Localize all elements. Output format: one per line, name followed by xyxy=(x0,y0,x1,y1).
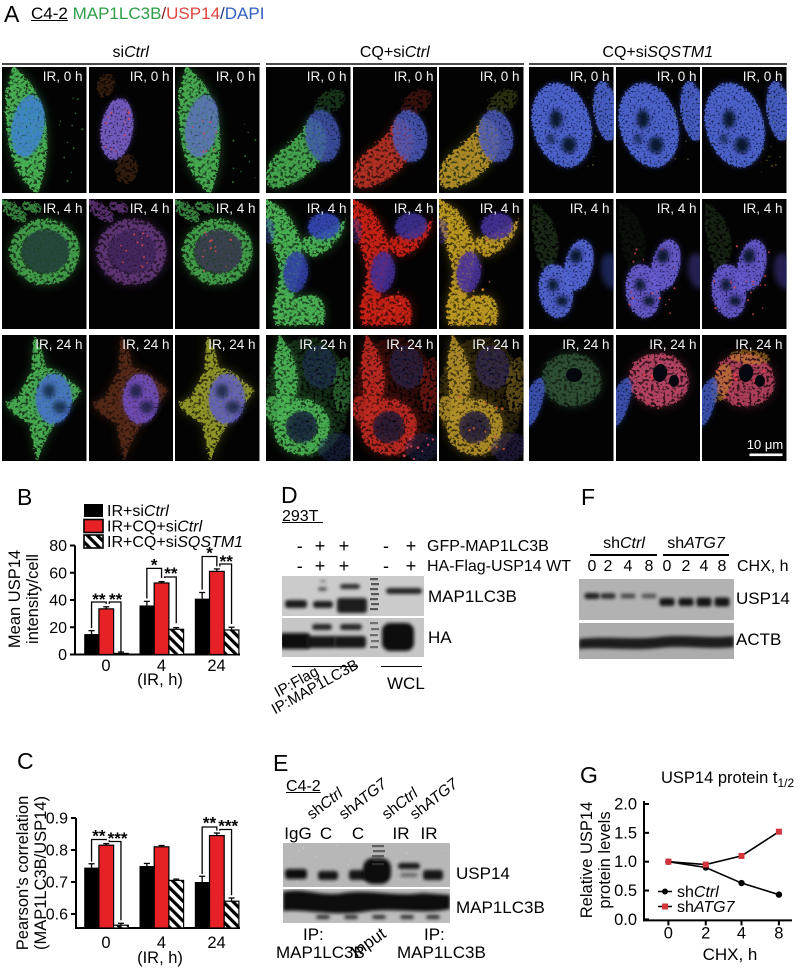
svg-text:(IR, h): (IR, h) xyxy=(137,949,183,967)
svg-text:IR, 24 h: IR, 24 h xyxy=(35,337,82,352)
svg-text:10 μm: 10 μm xyxy=(747,437,783,452)
svg-text:***: *** xyxy=(218,817,238,836)
svg-text:IR, 0 h: IR, 0 h xyxy=(480,69,520,84)
svg-text:24: 24 xyxy=(207,934,225,952)
svg-text:0.8: 0.8 xyxy=(46,843,68,860)
svg-text:IR, 24 h: IR, 24 h xyxy=(208,337,255,352)
svg-text:IR, 24 h: IR, 24 h xyxy=(386,337,433,352)
svg-text:IR, 24 h: IR, 24 h xyxy=(122,337,169,352)
svg-text:CHX, h: CHX, h xyxy=(703,945,758,964)
svg-text:IR, 24 h: IR, 24 h xyxy=(735,337,782,352)
svg-text:IR, 0 h: IR, 0 h xyxy=(743,69,783,84)
svg-text:0: 0 xyxy=(101,934,110,952)
svg-text:0.0: 0.0 xyxy=(614,911,637,929)
svg-text:protein levels: protein levels xyxy=(596,811,614,908)
svg-text:IR, 0 h: IR, 0 h xyxy=(129,69,169,84)
svg-text:1.0: 1.0 xyxy=(614,853,637,871)
svg-text:IR, 0 h: IR, 0 h xyxy=(216,69,256,84)
svg-text:*: * xyxy=(151,556,158,575)
svg-text:IR, 4 h: IR, 4 h xyxy=(216,201,256,216)
svg-text:60: 60 xyxy=(49,565,67,582)
svg-text:IR, 4 h: IR, 4 h xyxy=(480,201,520,216)
svg-text:0: 0 xyxy=(58,647,67,664)
svg-text:USP14 protein t1/2: USP14 protein t1/2 xyxy=(661,769,794,790)
svg-text:IR, 0 h: IR, 0 h xyxy=(656,69,696,84)
svg-text:intensity/cell: intensity/cell xyxy=(24,554,42,644)
svg-text:IR, 4 h: IR, 4 h xyxy=(743,201,783,216)
svg-text:IR+CQ+siCtrl: IR+CQ+siCtrl xyxy=(107,519,203,536)
svg-text:0: 0 xyxy=(664,924,673,942)
svg-text:IR, 4 h: IR, 4 h xyxy=(307,201,347,216)
svg-text:*: * xyxy=(206,544,213,563)
svg-text:G: G xyxy=(580,762,598,788)
svg-text:4: 4 xyxy=(157,657,166,675)
svg-text:IR, 24 h: IR, 24 h xyxy=(299,337,346,352)
svg-text:**: ** xyxy=(203,814,217,833)
svg-text:IR, 4 h: IR, 4 h xyxy=(43,201,83,216)
svg-text:(IR, h): (IR, h) xyxy=(137,671,183,689)
svg-text:80: 80 xyxy=(49,538,67,555)
svg-text:**: ** xyxy=(109,590,123,609)
svg-text:IR, 4 h: IR, 4 h xyxy=(656,201,696,216)
svg-text:2.0: 2.0 xyxy=(614,796,637,814)
svg-text:shATG7: shATG7 xyxy=(677,899,736,916)
svg-text:IR, 0 h: IR, 0 h xyxy=(307,69,347,84)
svg-text:1.5: 1.5 xyxy=(614,824,637,842)
svg-text:0.9: 0.9 xyxy=(46,811,68,828)
svg-text:IR, 4 h: IR, 4 h xyxy=(393,201,433,216)
svg-text:Relative USP14: Relative USP14 xyxy=(578,802,596,918)
svg-text:40: 40 xyxy=(49,593,67,610)
svg-text:4: 4 xyxy=(157,934,166,952)
svg-text:IR, 24 h: IR, 24 h xyxy=(649,337,696,352)
svg-text:***: *** xyxy=(108,829,128,848)
svg-text:0.7: 0.7 xyxy=(46,875,68,892)
svg-text:IR+siCtrl: IR+siCtrl xyxy=(107,503,169,520)
svg-text:Pearson's correlation: Pearson's correlation xyxy=(14,796,32,950)
svg-text:IR, 24 h: IR, 24 h xyxy=(472,337,519,352)
svg-text:20: 20 xyxy=(49,620,67,637)
svg-text:IR+CQ+siSQSTM1: IR+CQ+siSQSTM1 xyxy=(107,534,243,551)
svg-text:**: ** xyxy=(92,590,106,609)
svg-text:IR, 0 h: IR, 0 h xyxy=(43,69,83,84)
svg-text:shCtrl: shCtrl xyxy=(677,884,719,901)
svg-text:IR, 4 h: IR, 4 h xyxy=(570,201,610,216)
svg-text:4: 4 xyxy=(737,924,746,942)
svg-text:0: 0 xyxy=(101,657,110,675)
svg-text:IR, 4 h: IR, 4 h xyxy=(129,201,169,216)
svg-text:**: ** xyxy=(92,827,106,846)
svg-text:0.5: 0.5 xyxy=(614,882,637,900)
svg-text:Mean USP14: Mean USP14 xyxy=(6,550,24,648)
svg-text:(MAP1LC3B/USP14): (MAP1LC3B/USP14) xyxy=(32,796,50,950)
svg-text:**: ** xyxy=(164,564,178,583)
svg-text:**: ** xyxy=(220,552,234,571)
svg-text:IR, 0 h: IR, 0 h xyxy=(570,69,610,84)
svg-text:IR, 24 h: IR, 24 h xyxy=(562,337,609,352)
svg-text:8: 8 xyxy=(774,924,783,942)
svg-text:0.6: 0.6 xyxy=(46,907,68,924)
svg-text:24: 24 xyxy=(207,657,225,675)
svg-text:2: 2 xyxy=(701,924,710,942)
svg-text:IR, 0 h: IR, 0 h xyxy=(393,69,433,84)
